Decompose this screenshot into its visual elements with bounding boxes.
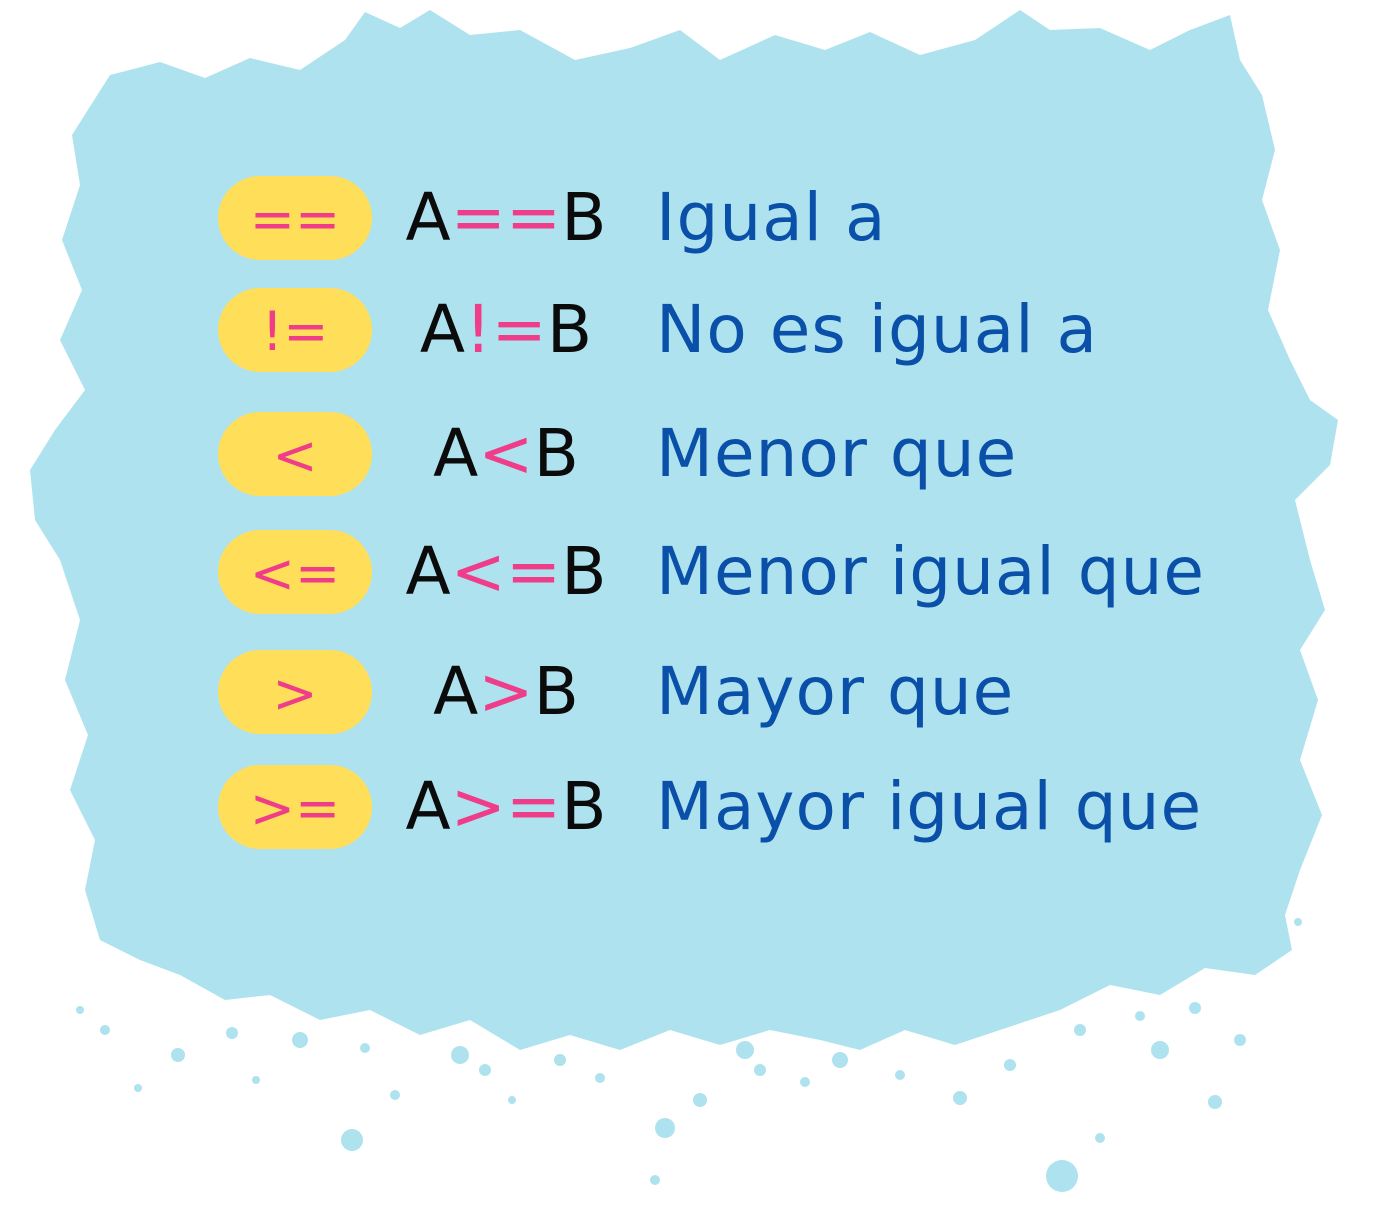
operand-left: A xyxy=(405,179,451,256)
operator-description: Mayor que xyxy=(656,653,1015,730)
paint-splatter-dot xyxy=(1189,1002,1201,1014)
operator-expression: A > B xyxy=(400,650,612,734)
operator-badge: > xyxy=(218,650,372,734)
paint-splatter-dot xyxy=(554,1054,566,1066)
paint-splatter-dot xyxy=(360,1043,370,1053)
operator-row: != A != B No es igual a xyxy=(0,288,1374,372)
operand-left: A xyxy=(433,415,479,492)
paint-splatter-dot xyxy=(832,1052,848,1068)
operator-badge: <= xyxy=(218,530,372,614)
operator-description: No es igual a xyxy=(656,291,1098,368)
expression-operator: <= xyxy=(450,533,562,610)
operator-badge: != xyxy=(218,288,372,372)
operator-row: <= A <= B Menor igual que xyxy=(0,530,1374,614)
operand-right: B xyxy=(546,291,593,368)
paint-splatter-dot xyxy=(479,1064,491,1076)
operator-description: Mayor igual que xyxy=(656,768,1203,845)
operator-row: > A > B Mayor que xyxy=(0,650,1374,734)
operand-left: A xyxy=(405,533,451,610)
expression-operator: >= xyxy=(450,768,562,845)
operand-left: A xyxy=(433,653,479,730)
operator-expression: A <= B xyxy=(400,530,612,614)
operator-symbol: < xyxy=(272,424,318,487)
operand-right: B xyxy=(561,179,607,256)
paint-splatter-dot xyxy=(390,1090,400,1100)
expression-operator: != xyxy=(465,291,547,368)
paint-splatter-dot xyxy=(1208,1095,1222,1109)
paint-splatter-dot xyxy=(100,1025,110,1035)
paint-splatter-dot xyxy=(1046,1160,1078,1192)
operator-symbol: >= xyxy=(249,777,341,840)
paint-splatter-dot xyxy=(693,1093,707,1107)
paint-splatter-dot xyxy=(134,1084,142,1092)
operator-expression: A >= B xyxy=(400,765,612,849)
operator-row: < A < B Menor que xyxy=(0,412,1374,496)
operand-left: A xyxy=(419,291,466,368)
operator-badge: == xyxy=(218,176,372,260)
operator-symbol: == xyxy=(249,188,341,251)
operator-description: Menor que xyxy=(656,415,1018,492)
operand-right: B xyxy=(561,768,607,845)
paint-splatter-dot xyxy=(1095,1133,1105,1143)
paint-splatter-dot xyxy=(895,1070,905,1080)
expression-operator: < xyxy=(478,415,534,492)
paint-splatter-dot xyxy=(226,1027,238,1039)
paint-splatter-dot xyxy=(655,1118,675,1138)
paint-splatter-dot xyxy=(508,1096,516,1104)
operator-badge: >= xyxy=(218,765,372,849)
paint-splatter-dot xyxy=(650,1175,660,1185)
paint-splatter-dot xyxy=(1074,1024,1086,1036)
paint-splatter-dot xyxy=(76,1006,84,1014)
operator-symbol: != xyxy=(261,300,329,363)
operand-right: B xyxy=(561,533,607,610)
expression-operator: == xyxy=(450,179,562,256)
operator-row: >= A >= B Mayor igual que xyxy=(0,765,1374,849)
operator-description: Igual a xyxy=(656,179,887,256)
operator-description: Menor igual que xyxy=(656,533,1206,610)
operand-left: A xyxy=(405,768,451,845)
paint-splatter-dot xyxy=(1004,1059,1016,1071)
paint-splatter-dot xyxy=(1151,1041,1169,1059)
paint-splatter-dot xyxy=(252,1076,260,1084)
paint-splatter-dot xyxy=(171,1048,185,1062)
operator-expression: A < B xyxy=(400,412,612,496)
operator-expression: A != B xyxy=(400,288,612,372)
paint-splatter-dot xyxy=(595,1073,605,1083)
paint-splatter-dot xyxy=(754,1064,766,1076)
operand-right: B xyxy=(533,653,579,730)
paint-splatter-dot xyxy=(341,1129,363,1151)
paint-splatter-dot xyxy=(800,1077,810,1087)
operand-right: B xyxy=(533,415,579,492)
paint-splatter-dot xyxy=(736,1041,754,1059)
paint-splatter-dot xyxy=(292,1032,308,1048)
operator-symbol: <= xyxy=(249,542,341,605)
paint-splatter-dot xyxy=(1277,937,1287,947)
expression-operator: > xyxy=(478,653,534,730)
operator-expression: A == B xyxy=(400,176,612,260)
paint-splatter-dot xyxy=(1234,1034,1246,1046)
operator-badge: < xyxy=(218,412,372,496)
operator-row: == A == B Igual a xyxy=(0,176,1374,260)
paint-splatter-dot xyxy=(1294,918,1302,926)
paint-splatter-dot xyxy=(1135,1011,1145,1021)
paint-splatter-dot xyxy=(451,1046,469,1064)
operator-symbol: > xyxy=(272,662,318,725)
paint-splatter-dot xyxy=(413,1013,427,1027)
paint-splatter-dot xyxy=(953,1091,967,1105)
